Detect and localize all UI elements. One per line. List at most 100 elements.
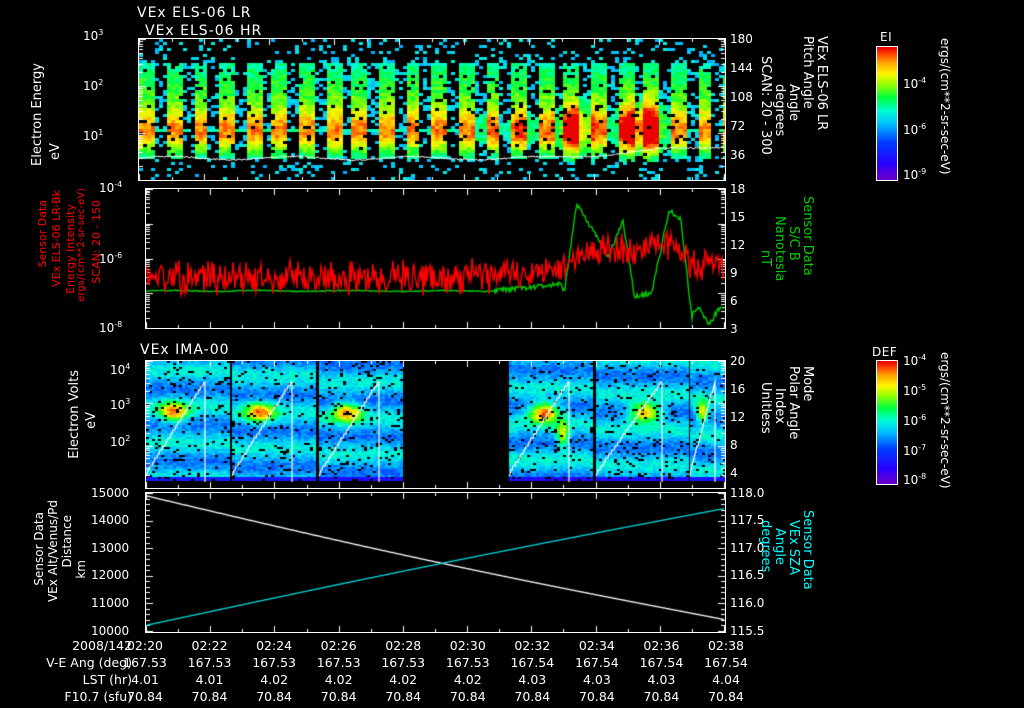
table-cell: 70.84: [191, 689, 228, 704]
els-spectrogram-canvas: [139, 39, 725, 180]
panel-2-ytick-1e-4: 10-4: [99, 180, 123, 195]
panel-1-ytick-10: 101: [83, 128, 104, 143]
panel-1-left-axis-label: Electron Energy: [30, 63, 45, 166]
panel-2-rtick-6: 6: [730, 294, 738, 308]
panel-2-left-label-4: SCAN: 20 - 150: [90, 200, 103, 284]
ima-spectrogram-canvas: [146, 361, 725, 488]
table-cell: 167.54: [575, 655, 619, 670]
table-cell: 167.54: [704, 655, 748, 670]
table-cell: 02:36: [643, 638, 680, 653]
panel-2-rtick-9: 9: [730, 266, 738, 280]
table-cell: 70.84: [643, 689, 680, 704]
table-cell: 70.84: [385, 689, 422, 704]
table-cell: 02:38: [707, 638, 745, 653]
panel-1-right-label-2: Angle: [786, 84, 801, 121]
panel-4-ytick-14000: 14000: [91, 513, 130, 527]
panel-1-rtick-144: 144: [730, 61, 753, 75]
panel-4-rtick-1160: 116.0: [730, 596, 765, 610]
panel-2-rtick-15: 15: [730, 210, 746, 224]
panel-3-title: VEx IMA-00: [140, 342, 230, 358]
table-cell: 167.53: [187, 655, 232, 670]
table-cell: 167.53: [123, 655, 167, 670]
panel-3-rtick-4: 4: [730, 466, 738, 480]
table-cell: 70.84: [256, 689, 292, 704]
panel-1-ytick-1000: 103: [83, 28, 104, 43]
table-cell: 4.02: [324, 672, 353, 687]
ei-colorbar: [876, 46, 898, 181]
panel-1-ytick-100: 102: [83, 78, 104, 93]
def-colorbar-tick-2: 10-6: [903, 413, 927, 428]
table-cell: 02:30: [449, 638, 486, 653]
panel-4-rtick-1175: 117.5: [730, 513, 765, 527]
table-cell: 4.02: [260, 672, 289, 687]
table-row-label: LST (hr): [82, 672, 132, 687]
table-row-label: V-E Ang (deg): [46, 655, 132, 670]
panel-1-rtick-36: 36: [730, 148, 746, 162]
panel-3-ytick-1e3: 103: [110, 397, 131, 412]
panel-1-left-axis-unit: eV: [48, 143, 63, 160]
panel-4-right-label-0: Sensor Data: [800, 510, 815, 590]
panel-3-right-label-3: Unitless: [758, 382, 773, 434]
panel-4-ytick-10000: 10000: [91, 624, 130, 638]
panel-3-right-label-1: Polar Angle: [786, 366, 801, 440]
table-cell: 167.54: [510, 655, 555, 670]
panel-2-left-label-1: VEx ELS-06 LR-Bk: [50, 190, 63, 287]
ei-colorbar-tick-1: 10-6: [903, 122, 927, 137]
table-cell: 70.84: [320, 689, 357, 704]
table-cell: 02:22: [191, 638, 228, 653]
def-colorbar-title: DEF: [872, 345, 898, 359]
table-cell: 167.54: [639, 655, 684, 670]
table-row-label: 2008/142: [72, 638, 132, 653]
def-colorbar-tick-0: 10-4: [903, 353, 927, 368]
panel-2-rtick-18: 18: [730, 182, 746, 196]
panel-1-title-lr: VEx ELS-06 LR: [137, 5, 252, 21]
table-cell: 02:32: [514, 638, 551, 653]
panel-1-rtick-72: 72: [730, 119, 746, 133]
table-cell: 4.02: [389, 672, 418, 687]
panel-3-left-axis-label: Electron Volts: [67, 370, 82, 459]
table-cell: 167.53: [316, 655, 361, 670]
panel-2-right-label-0: Sensor Data: [800, 196, 815, 276]
table-cell: 70.84: [514, 689, 551, 704]
ei-colorbar-units: ergs/(cm**2-sr-sec-eV): [938, 38, 952, 175]
panel-2-left-label-0: Sensor Data: [36, 200, 49, 268]
ima-spectrogram-panel[interactable]: [145, 360, 726, 489]
els-spectrogram-panel[interactable]: [138, 38, 726, 181]
panel-1-right-label-1: VEx ELS-06 LR: [814, 36, 829, 131]
altitude-sza-canvas: [146, 493, 725, 632]
panel-1-right-label-3: degrees: [772, 84, 787, 137]
panel-4-left-label-3: km: [74, 560, 88, 579]
table-cell: 02:28: [385, 638, 422, 653]
ei-colorbar-tick-2: 10-9: [903, 167, 927, 182]
panel-4-ytick-12000: 12000: [91, 568, 130, 582]
panel-3-left-axis-unit: eV: [84, 412, 99, 429]
altitude-sza-panel[interactable]: [145, 492, 726, 633]
panel-2-ytick-1e-6: 10-6: [99, 251, 123, 266]
table-cell: 4.03: [518, 672, 547, 687]
panel-3-rtick-12: 12: [730, 410, 746, 424]
panel-4-left-label-0: Sensor Data: [32, 512, 46, 586]
table-cell: 4.01: [195, 672, 224, 687]
panel-4-rtick-1180: 118.0: [730, 486, 765, 500]
panel-3-rtick-8: 8: [730, 438, 738, 452]
table-cell: 4.03: [647, 672, 676, 687]
panel-1-rtick-108: 108: [730, 90, 753, 104]
def-colorbar-tick-4: 10-8: [903, 472, 927, 487]
table-cell: 70.84: [708, 689, 744, 704]
panel-4-rtick-1165: 116.5: [730, 568, 765, 582]
table-cell: 167.53: [445, 655, 490, 670]
table-cell: 167.53: [381, 655, 426, 670]
def-colorbar: [876, 360, 898, 485]
table-cell: 02:20: [126, 638, 164, 653]
panel-3-right-label-2: Index: [772, 388, 787, 424]
table-cell: 02:26: [320, 638, 357, 653]
energy-intensity-panel[interactable]: [145, 188, 726, 329]
panel-4-ytick-15000: 15000: [91, 486, 130, 500]
panel-1-right-label-0: Pitch Angle: [800, 36, 815, 109]
table-cell: 4.02: [453, 672, 482, 687]
panel-2-rtick-3: 3: [730, 322, 738, 336]
panel-2-right-label-2: Nanotesla: [772, 216, 787, 282]
table-cell: 02:24: [256, 638, 293, 653]
table-cell: 70.84: [127, 689, 163, 704]
panel-3-ytick-1e4: 104: [110, 362, 131, 377]
